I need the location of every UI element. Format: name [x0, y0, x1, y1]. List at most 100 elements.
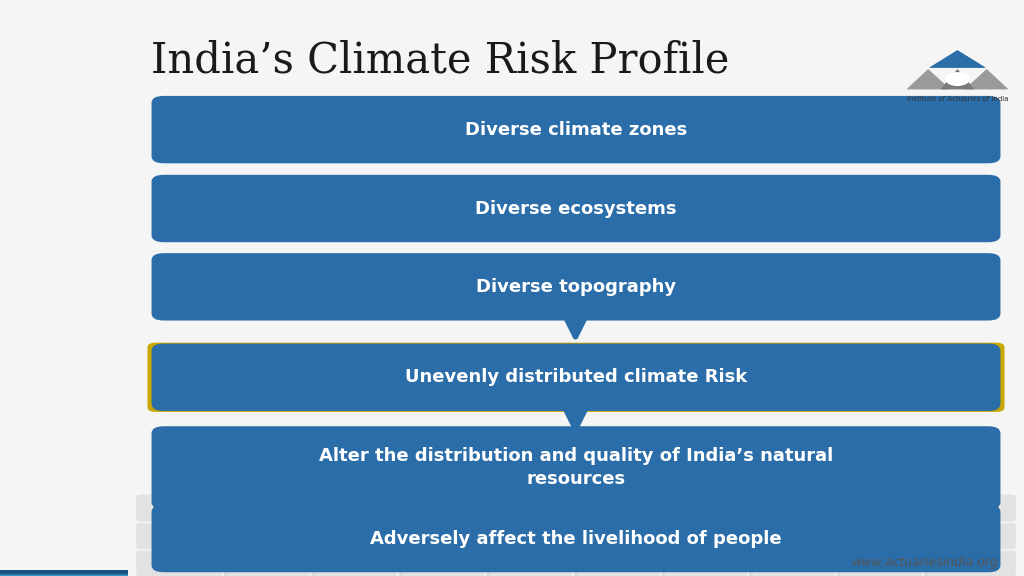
Bar — [0, 570, 128, 573]
Bar — [0, 571, 128, 574]
Bar — [0, 573, 128, 575]
Bar — [0, 571, 128, 574]
Polygon shape — [907, 69, 950, 89]
Bar — [0, 571, 128, 574]
Bar — [0, 573, 128, 575]
Bar — [0, 570, 128, 573]
Bar — [0, 572, 128, 575]
Text: Alter the distribution and quality of India’s natural
resources: Alter the distribution and quality of In… — [318, 447, 834, 488]
Bar — [0, 571, 128, 574]
Bar — [0, 571, 128, 574]
FancyBboxPatch shape — [152, 426, 1000, 509]
Bar — [0, 572, 128, 575]
Bar — [0, 570, 128, 573]
Bar — [0, 572, 128, 575]
Bar — [0, 573, 128, 575]
Bar — [0, 573, 128, 576]
Bar — [0, 571, 128, 574]
Text: India’s Climate Risk Profile: India’s Climate Risk Profile — [152, 40, 729, 81]
Bar — [0, 571, 128, 574]
FancyBboxPatch shape — [397, 549, 492, 576]
FancyBboxPatch shape — [660, 521, 754, 550]
Bar — [0, 573, 128, 576]
Bar — [0, 571, 128, 574]
Bar — [0, 572, 128, 575]
Bar — [0, 573, 128, 575]
Bar — [0, 571, 128, 574]
Bar — [0, 571, 128, 574]
FancyBboxPatch shape — [660, 549, 754, 576]
Text: www.actuariesindia.org: www.actuariesindia.org — [852, 556, 998, 569]
Bar — [0, 572, 128, 575]
Bar — [0, 573, 128, 576]
Bar — [0, 573, 128, 575]
Bar — [0, 571, 128, 574]
Text: Institute of Actuaries of India: Institute of Actuaries of India — [906, 96, 1009, 102]
Bar — [0, 571, 128, 574]
Bar — [0, 571, 128, 574]
FancyBboxPatch shape — [748, 494, 842, 522]
Bar — [0, 571, 128, 574]
Bar — [0, 571, 128, 574]
Bar — [0, 571, 128, 574]
Bar — [0, 573, 128, 576]
Bar — [0, 571, 128, 574]
Bar — [0, 573, 128, 575]
Bar — [0, 573, 128, 576]
Bar — [0, 572, 128, 575]
Bar — [0, 573, 128, 576]
Bar — [0, 570, 128, 573]
Bar — [0, 571, 128, 574]
FancyBboxPatch shape — [223, 521, 316, 550]
Bar — [0, 573, 128, 575]
Bar — [0, 573, 128, 575]
FancyBboxPatch shape — [310, 549, 403, 576]
Text: Diverse ecosystems: Diverse ecosystems — [475, 199, 677, 218]
Bar — [0, 571, 128, 574]
Bar — [0, 570, 128, 573]
Bar — [0, 573, 128, 575]
Bar — [0, 571, 128, 574]
Bar — [0, 570, 128, 573]
Bar — [0, 572, 128, 575]
Bar — [0, 571, 128, 574]
Bar — [0, 571, 128, 574]
FancyBboxPatch shape — [152, 505, 1000, 573]
FancyBboxPatch shape — [485, 521, 580, 550]
Bar — [0, 572, 128, 575]
Bar — [0, 571, 128, 574]
FancyBboxPatch shape — [485, 549, 580, 576]
Bar — [0, 571, 128, 574]
Bar — [0, 573, 128, 576]
Bar — [0, 572, 128, 575]
Bar — [0, 571, 128, 574]
Bar — [0, 573, 128, 575]
Bar — [0, 571, 128, 574]
Bar — [0, 573, 128, 575]
Bar — [0, 570, 128, 573]
Bar — [0, 571, 128, 574]
Bar — [0, 571, 128, 574]
Bar — [0, 571, 128, 574]
Bar — [0, 573, 128, 575]
Bar — [0, 573, 128, 575]
FancyBboxPatch shape — [748, 549, 842, 576]
Bar — [0, 570, 128, 573]
Bar — [0, 573, 128, 575]
Bar — [0, 572, 128, 575]
FancyBboxPatch shape — [924, 494, 1017, 522]
Bar — [0, 571, 128, 574]
Circle shape — [945, 72, 970, 86]
Bar — [0, 570, 128, 573]
FancyBboxPatch shape — [135, 549, 228, 576]
Polygon shape — [965, 69, 1008, 89]
Bar — [0, 571, 128, 574]
Bar — [0, 573, 128, 576]
Bar — [0, 573, 128, 576]
Bar — [0, 572, 128, 575]
Bar — [0, 572, 128, 575]
Polygon shape — [941, 69, 975, 89]
Bar — [0, 572, 128, 575]
Bar — [0, 572, 128, 575]
Polygon shape — [965, 69, 1008, 89]
